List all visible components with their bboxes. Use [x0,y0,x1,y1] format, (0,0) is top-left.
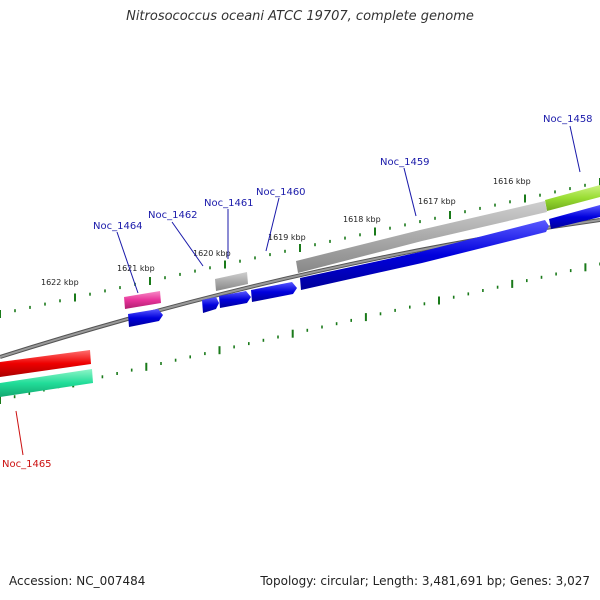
cds-arrow-5[interactable] [202,297,219,313]
tick-label-1619: 1619 kbp [268,233,306,242]
gene-labels: Noc_1458 Noc_1459 Noc_1460 Noc_1461 Noc_… [2,114,593,470]
cds-arrow-1[interactable] [549,205,600,229]
accession-text: Accession: NC_007484 [9,574,146,588]
cds-arrow-3[interactable] [251,282,297,302]
gene-feature-noc-1458[interactable] [545,185,600,211]
gene-label-noc-1461[interactable]: Noc_1461 [204,198,254,209]
gene-feature-noc-1465-red[interactable] [0,350,91,377]
tick-label-1620: 1620 kbp [193,249,231,258]
gene-label-noc-1458[interactable]: Noc_1458 [543,114,593,125]
tick-label-1617: 1617 kbp [418,197,456,206]
gene-feature-noc-1464-pink[interactable] [124,291,161,309]
gene-label-noc-1459[interactable]: Noc_1459 [380,157,430,168]
reverse-features [0,205,600,397]
gene-label-noc-1460[interactable]: Noc_1460 [256,187,306,198]
tick-label-1622: 1622 kbp [41,278,79,287]
gene-label-noc-1465[interactable]: Noc_1465 [2,459,52,470]
tick-label-1621: 1621 kbp [117,264,155,273]
gene-label-noc-1462[interactable]: Noc_1462 [148,210,198,221]
tick-labels: 1616 kbp 1617 kbp 1618 kbp 1619 kbp 1620… [41,177,531,287]
gene-label-noc-1464[interactable]: Noc_1464 [93,221,143,232]
cds-arrow-4[interactable] [219,291,251,308]
map-title: Nitrosococcus oceani ATCC 19707, complet… [126,9,474,24]
forward-features [0,185,600,377]
gene-feature-noc-1461-gray[interactable] [215,272,248,291]
leader-lines [15,125,581,456]
gene-feature-noc-1459-gray[interactable] [296,201,547,273]
cds-arrow-2[interactable] [300,220,549,290]
cds-arrow-6[interactable] [128,309,163,327]
tick-label-1616: 1616 kbp [493,177,531,186]
genome-summary-text: Topology: circular; Length: 3,481,691 bp… [260,574,590,588]
gene-feature-noc-1465-teal[interactable] [0,369,93,397]
tick-label-1618: 1618 kbp [343,215,381,224]
outer-tick-track [0,178,600,318]
